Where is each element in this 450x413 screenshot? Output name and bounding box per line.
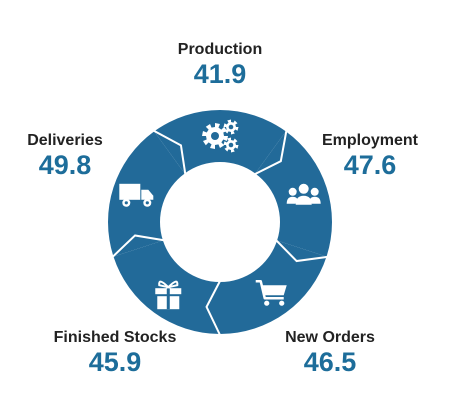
component-value: 47.6 xyxy=(343,150,397,180)
component-label: Finished Stocks xyxy=(53,329,177,346)
component-label: Production xyxy=(177,41,263,58)
segment-divider xyxy=(254,130,288,176)
segment-divider xyxy=(153,129,187,175)
component-label: Employment xyxy=(321,132,418,149)
people-group-icon xyxy=(286,183,321,205)
component-employment: Employment 47.6 xyxy=(310,132,430,180)
component-label: New Orders xyxy=(285,329,375,346)
segment-divider xyxy=(205,280,221,336)
component-value: 45.9 xyxy=(88,347,142,377)
component-label: Deliveries xyxy=(27,132,103,149)
shopping-cart-icon xyxy=(255,279,287,306)
gift-box-icon xyxy=(155,280,182,310)
component-deliveries: Deliveries 49.8 xyxy=(5,132,125,180)
component-value: 49.8 xyxy=(38,150,92,180)
component-finished-stocks: Finished Stocks 45.9 xyxy=(30,329,200,377)
component-value: 46.5 xyxy=(303,347,357,377)
delivery-truck-icon xyxy=(119,183,154,207)
component-production: Production 41.9 xyxy=(160,41,280,89)
segment-icons xyxy=(119,119,321,310)
component-value: 41.9 xyxy=(193,59,247,89)
gears-icon xyxy=(202,119,239,153)
component-new-orders: New Orders 46.5 xyxy=(270,329,390,377)
segment-divider xyxy=(275,239,328,263)
segment-dividers xyxy=(111,129,328,336)
segment-divider xyxy=(111,234,165,258)
